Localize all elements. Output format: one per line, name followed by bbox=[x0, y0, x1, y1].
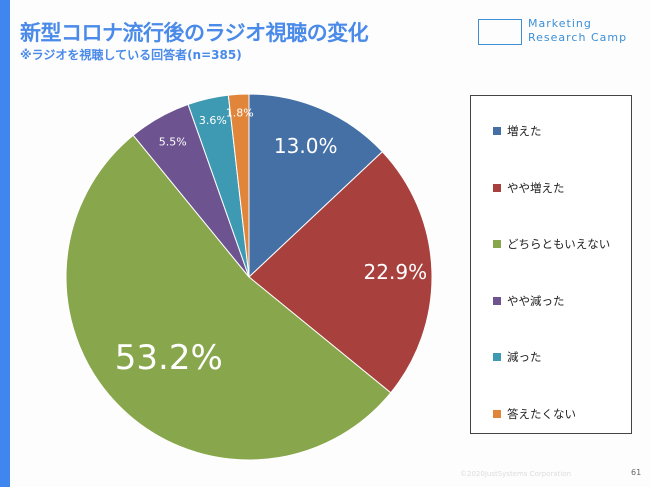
legend-label: やや増えた bbox=[507, 180, 565, 195]
legend-item: 答えたくない bbox=[493, 406, 576, 422]
pie-slice bbox=[248, 151, 433, 394]
legend-label: 増えた bbox=[507, 124, 542, 138]
legend-item: やや増えた bbox=[493, 180, 565, 196]
data-label: 1.8% bbox=[226, 106, 254, 119]
legend: 増えたやや増えたどちらともいえない やや減った減った答えたくない bbox=[470, 95, 632, 434]
legend-swatch bbox=[493, 183, 501, 192]
data-label: 5.5% bbox=[159, 135, 187, 148]
page-subtitle: ※ラジオを視聴している回答者(n=385) bbox=[20, 48, 242, 62]
pie-slice bbox=[65, 134, 392, 461]
logo-text: Marketing Research Camp bbox=[528, 17, 627, 45]
legend-swatch bbox=[493, 240, 501, 248]
pie-slice bbox=[248, 93, 384, 279]
data-label: 13.0% bbox=[274, 134, 338, 158]
legend-label: やや減った bbox=[507, 293, 565, 308]
legend-swatch bbox=[493, 409, 501, 418]
legend-label: 答えたくない bbox=[507, 406, 576, 421]
legend-swatch bbox=[493, 127, 501, 135]
logo-line2: Research Camp bbox=[528, 31, 628, 44]
legend-item: 増えた bbox=[493, 123, 542, 139]
data-label: 22.9% bbox=[364, 260, 428, 284]
legend-swatch bbox=[493, 296, 501, 305]
accent-bar bbox=[0, 0, 10, 487]
legend-item: 減った bbox=[493, 349, 542, 365]
logo-mark bbox=[478, 19, 522, 45]
legend-item: どちらともいえない bbox=[493, 236, 610, 252]
legend-label: 減った bbox=[507, 350, 542, 364]
legend-item: やや減った bbox=[493, 293, 565, 309]
logo-line1: Marketing bbox=[528, 17, 592, 30]
page-number: 61 bbox=[631, 468, 642, 477]
pie-slice bbox=[227, 93, 250, 278]
copyright: ©2020JustSystems Corporation bbox=[460, 470, 572, 478]
legend-swatch bbox=[493, 353, 501, 361]
data-label: 53.2% bbox=[115, 338, 223, 378]
page-title: 新型コロナ流行後のラジオ視聴の変化 bbox=[20, 21, 369, 45]
data-label: 3.6% bbox=[199, 114, 227, 127]
legend-label: どちらともいえない bbox=[507, 237, 611, 251]
